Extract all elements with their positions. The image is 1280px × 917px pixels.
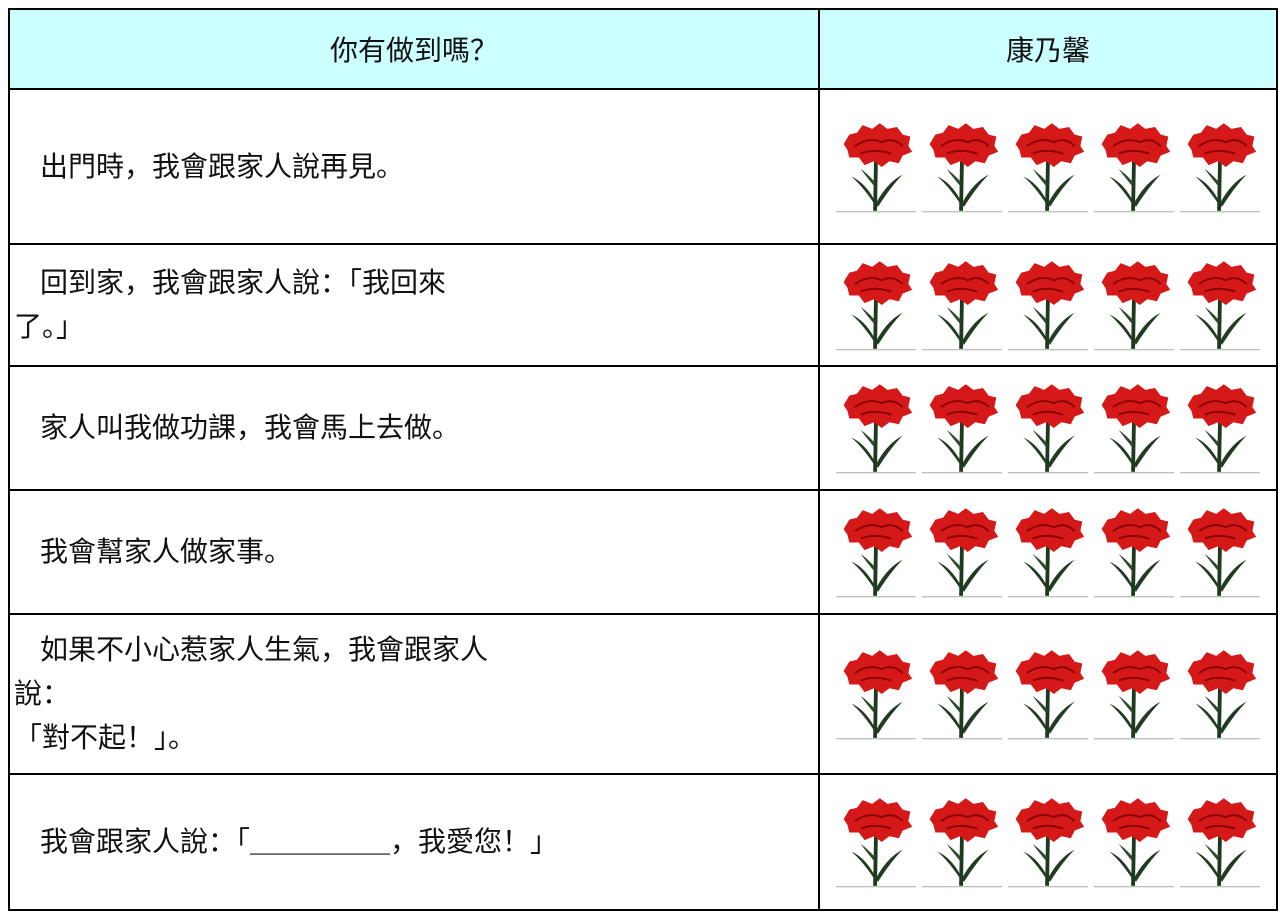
carnation-icon [836, 504, 916, 600]
carnation-icon [1094, 646, 1174, 742]
carnation-icon [1180, 119, 1260, 215]
flower-cell [818, 88, 1278, 245]
item-text: 如果不小心惹家人生氣，我會跟家人 [40, 633, 489, 666]
item-text: 我會跟家人說：「＿＿＿＿＿，我愛您！」 [40, 825, 559, 858]
carnation-icon [836, 257, 916, 353]
item-cell: 我會跟家人說：「＿＿＿＿＿，我愛您！」 [8, 773, 820, 911]
carnation-icon [1008, 794, 1088, 890]
carnation-icon [922, 119, 1002, 215]
carnation-icon [1180, 794, 1260, 890]
carnation-icon [922, 257, 1002, 353]
carnation-icon [1094, 119, 1174, 215]
item-cell: 如果不小心惹家人生氣，我會跟家人說： 「對不起！」。 [8, 613, 820, 775]
flower-cell [818, 773, 1278, 911]
table-row: 如果不小心惹家人生氣，我會跟家人說： 「對不起！」。 [8, 613, 1278, 775]
carnation-icon [1180, 380, 1260, 476]
sheet: 你有做到嗎？ 康乃馨 出門時，我會跟家人說再見。回到家，我會跟家人說：「我回來了… [8, 8, 1278, 912]
flower-cell [818, 613, 1278, 775]
checklist-table: 你有做到嗎？ 康乃馨 出門時，我會跟家人說再見。回到家，我會跟家人說：「我回來了… [8, 8, 1278, 911]
item-text: 我會幫家人做家事。 [40, 535, 293, 568]
item-text: 家人叫我做功課，我會馬上去做。 [40, 411, 461, 444]
table-row: 我會跟家人說：「＿＿＿＿＿，我愛您！」 [8, 773, 1278, 911]
carnation-icon [836, 794, 916, 890]
flower-group [820, 646, 1276, 742]
item-text: 出門時，我會跟家人說再見。 [40, 149, 405, 183]
flower-cell [818, 243, 1278, 367]
item-text: 回到家，我會跟家人說：「我回來 [40, 266, 447, 299]
flower-cell [818, 365, 1278, 491]
carnation-icon [836, 119, 916, 215]
table-row: 家人叫我做功課，我會馬上去做。 [8, 365, 1278, 491]
flower-group [820, 504, 1276, 600]
item-cell: 回到家，我會跟家人說：「我回來了。」 [8, 243, 820, 367]
table-row: 出門時，我會跟家人說再見。 [8, 88, 1278, 245]
header-cell: 康乃馨 [818, 8, 1278, 90]
flower-group [820, 380, 1276, 476]
carnation-icon [1094, 504, 1174, 600]
flower-group [820, 119, 1276, 215]
carnation-icon [836, 646, 916, 742]
item-cell: 出門時，我會跟家人說再見。 [8, 88, 820, 245]
carnation-icon [1094, 257, 1174, 353]
flower-group [820, 794, 1276, 890]
flower-group [820, 257, 1276, 353]
header-row: 你有做到嗎？ 康乃馨 [8, 8, 1278, 90]
carnation-icon [1180, 504, 1260, 600]
item-cell: 我會幫家人做家事。 [8, 489, 820, 615]
carnation-icon [1008, 504, 1088, 600]
carnation-icon [1008, 380, 1088, 476]
item-text: 了。」 [14, 310, 85, 343]
carnation-icon [922, 794, 1002, 890]
carnation-icon [836, 380, 916, 476]
carnation-icon [1094, 794, 1174, 890]
item-text: 「對不起！」。 [14, 721, 197, 754]
carnation-icon [1180, 646, 1260, 742]
carnation-icon [1008, 119, 1088, 215]
flower-cell [818, 489, 1278, 615]
header-cell: 你有做到嗎？ [8, 8, 820, 90]
carnation-icon [922, 646, 1002, 742]
carnation-icon [922, 504, 1002, 600]
carnation-icon [1008, 646, 1088, 742]
table-row: 回到家，我會跟家人說：「我回來了。」 [8, 243, 1278, 367]
carnation-icon [1094, 380, 1174, 476]
item-text: 說： [14, 677, 71, 710]
carnation-icon [1008, 257, 1088, 353]
table-row: 我會幫家人做家事。 [8, 489, 1278, 615]
carnation-icon [1180, 257, 1260, 353]
carnation-icon [922, 380, 1002, 476]
item-cell: 家人叫我做功課，我會馬上去做。 [8, 365, 820, 491]
